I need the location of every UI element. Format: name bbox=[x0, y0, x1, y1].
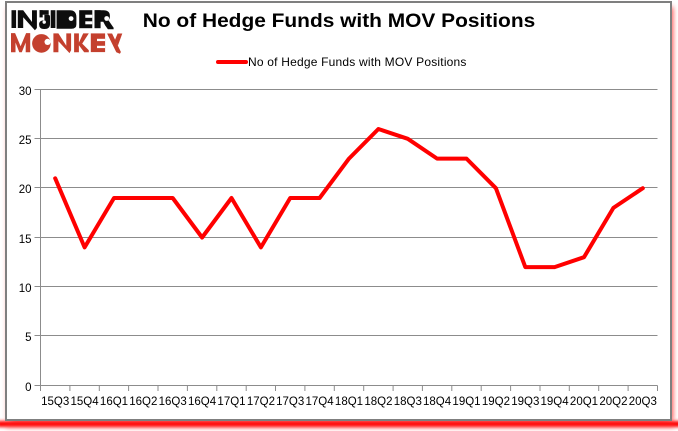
svg-text:16Q2: 16Q2 bbox=[129, 396, 157, 408]
svg-text:19Q2: 19Q2 bbox=[482, 396, 510, 408]
svg-text:15: 15 bbox=[19, 234, 32, 246]
svg-text:30: 30 bbox=[19, 86, 32, 98]
svg-text:17Q1: 17Q1 bbox=[217, 396, 245, 408]
svg-text:18Q2: 18Q2 bbox=[364, 396, 392, 408]
svg-text:18Q4: 18Q4 bbox=[423, 396, 452, 408]
svg-text:16Q4: 16Q4 bbox=[188, 396, 217, 408]
svg-text:20Q3: 20Q3 bbox=[629, 396, 657, 408]
svg-text:16Q1: 16Q1 bbox=[100, 396, 128, 408]
svg-text:20: 20 bbox=[19, 184, 32, 196]
svg-text:17Q2: 17Q2 bbox=[247, 396, 275, 408]
svg-text:15Q4: 15Q4 bbox=[71, 396, 100, 408]
svg-text:0: 0 bbox=[25, 382, 31, 394]
svg-text:17Q3: 17Q3 bbox=[276, 396, 304, 408]
svg-text:17Q4: 17Q4 bbox=[306, 396, 335, 408]
svg-text:19Q1: 19Q1 bbox=[452, 396, 480, 408]
svg-text:16Q3: 16Q3 bbox=[159, 396, 187, 408]
svg-text:18Q3: 18Q3 bbox=[394, 396, 422, 408]
svg-text:18Q1: 18Q1 bbox=[335, 396, 363, 408]
svg-text:20Q2: 20Q2 bbox=[599, 396, 627, 408]
svg-text:10: 10 bbox=[19, 283, 32, 295]
svg-text:5: 5 bbox=[25, 332, 31, 344]
svg-text:25: 25 bbox=[19, 135, 32, 147]
svg-text:19Q3: 19Q3 bbox=[511, 396, 539, 408]
svg-text:19Q4: 19Q4 bbox=[541, 396, 570, 408]
svg-text:20Q1: 20Q1 bbox=[570, 396, 598, 408]
svg-text:15Q3: 15Q3 bbox=[41, 396, 69, 408]
